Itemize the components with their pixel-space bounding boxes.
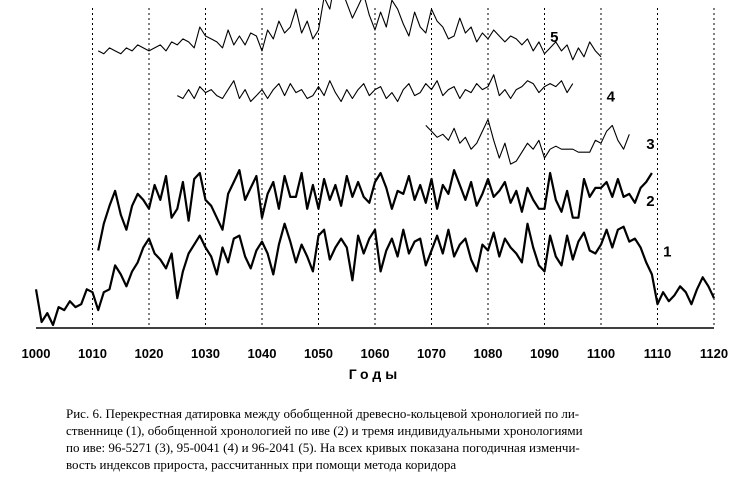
series-line-2: [97, 169, 653, 251]
x-tick-label: 1080: [474, 346, 503, 361]
series-line-3: [425, 118, 630, 165]
series-line-4: [177, 74, 574, 103]
series-line-1: [34, 222, 715, 327]
caption-line-3: по иве: 96-5271 (3), 95-0041 (4) и 96-20…: [66, 440, 580, 455]
x-tick-label: 1120: [700, 346, 728, 361]
caption-line-1: Рис. 6. Перекрестная датировка между обо…: [66, 406, 580, 421]
x-tick-label: 1040: [248, 346, 277, 361]
series-labels: 1 2 3 4 5: [550, 29, 671, 261]
series-label-3: 3: [646, 136, 654, 153]
x-tick-label: 1030: [191, 346, 220, 361]
series-label-1: 1: [663, 243, 671, 260]
series-label-4: 4: [607, 89, 616, 106]
x-tick-label: 1100: [587, 346, 615, 361]
caption-line-4: вость индексов прироста, рассчитанных пр…: [66, 457, 457, 472]
x-tick-label: 1020: [135, 346, 164, 361]
x-tick-label: 1060: [361, 346, 390, 361]
x-axis-title: Годы: [349, 366, 401, 382]
chart: 1000 1010 1020 1030 1040 1050 1060 1070 1080 1090…: [22, 0, 729, 382]
x-tick-label: 1050: [304, 346, 333, 361]
x-tick-label: 1010: [78, 346, 107, 361]
x-tick-label: 1090: [530, 346, 559, 361]
series-group: [34, 0, 715, 327]
series-line-5: [97, 0, 602, 61]
x-tick-label: 1000: [22, 346, 51, 361]
x-axis-ticks: 1000 1010 1020 1030 1040 1050 1060 1070 1080 1090…: [22, 346, 729, 361]
x-tick-label: 1110: [644, 346, 672, 361]
series-label-5: 5: [550, 29, 558, 46]
series-label-2: 2: [646, 193, 654, 210]
grid-lines: [92, 8, 715, 328]
caption-line-2: ственнице (1), обобщенной хронологией по…: [66, 423, 583, 438]
figure-caption: Рис. 6. Перекрестная датировка между обо…: [66, 405, 706, 473]
x-tick-label: 1070: [417, 346, 446, 361]
